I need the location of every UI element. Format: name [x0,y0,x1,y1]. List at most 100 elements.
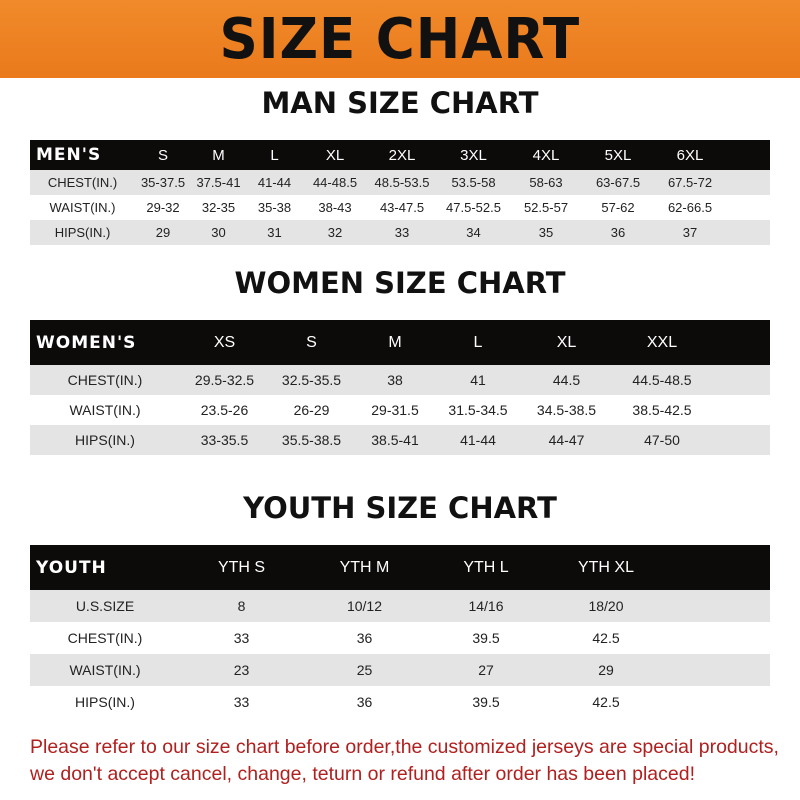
table-cell: 43-47.5 [379,200,425,215]
table-cell: 62-66.5 [667,200,713,215]
row-label: CHEST(IN.) [67,630,143,646]
table-cell: 31.5-34.5 [448,402,508,418]
table-cell: 67.5-72 [667,175,713,190]
youth-heading: YOUTH SIZE CHART [243,491,557,525]
row-label: WAIST(IN.) [49,200,116,215]
row-label: HIPS(IN.) [75,694,135,710]
table-row: WAIST(IN.) 23 25 27 29 [30,654,770,686]
table-cell: 39.5 [472,630,500,646]
table-header-row: WOMEN'S XS S M L XL XXL [30,320,770,365]
table-header-row: MEN'S S M L XL 2XL 3XL 4XL 5XL 6XL [30,140,770,170]
table-row: CHEST(IN.) 33 36 39.5 42.5 [30,622,770,654]
table-cell: 29 [155,225,171,240]
table-cell: 37.5-41 [196,175,241,190]
table-row: HIPS(IN.) 33 36 39.5 42.5 [30,686,770,718]
row-label: HIPS(IN.) [75,432,135,448]
table-row: WAIST(IN.) 29-32 32-35 35-38 38-43 43-47.5 47.… [30,195,770,220]
table-cell: 8 [237,598,246,614]
table-cell: 14/16 [468,598,504,614]
size-header: 4XL [532,146,560,164]
table-cell: 31 [267,225,282,240]
table-cell: 33 [394,225,410,240]
table-header-row: YOUTH YTH S YTH M YTH L YTH XL [30,545,770,590]
table-cell: 34.5-38.5 [536,402,597,418]
table-cell: 48.5-53.5 [374,175,430,190]
table-cell: 18/20 [588,598,624,614]
table-cell: 26-29 [293,402,330,418]
table-cell: 41 [470,372,486,388]
size-header: XS [213,333,236,351]
table-row: CHEST(IN.) 35-37.5 37.5-41 41-44 44-48.5 48.5… [30,170,770,195]
size-header: 5XL [604,146,632,164]
size-header: YTH L [463,558,509,576]
size-header: 3XL [460,146,487,164]
table-cell: 33-35.5 [200,432,249,448]
table-cell: 38.5-41 [371,432,419,448]
table-cell: 44.5 [552,372,581,388]
size-header: S [157,146,168,164]
table-corner-label: WOMEN'S [36,332,137,353]
order-notice: Please refer to our size chart before or… [30,736,779,785]
size-header: XL [556,333,577,351]
table-row: HIPS(IN.) 33-35.5 35.5-38.5 38.5-41 41-44 44-… [30,425,770,455]
size-header: M [388,333,402,351]
size-header: YTH S [217,558,266,576]
size-header: L [473,333,483,351]
table-cell: 36 [356,694,373,710]
table-cell: 35-38 [257,200,292,215]
table-cell: 37 [682,225,698,240]
table-cell: 10/12 [346,598,383,614]
size-header: 2XL [388,146,416,164]
row-label: U.S.SIZE [75,598,135,614]
table-cell: 41-44 [257,175,292,190]
table-cell: 35-37.5 [140,175,186,190]
table-cell: 36 [356,630,373,646]
table-cell: 35 [538,225,554,240]
table-cell: 33 [233,630,250,646]
women-heading: WOMEN SIZE CHART [234,266,566,300]
table-cell: 33 [233,694,250,710]
table-row: WAIST(IN.) 23.5-26 26-29 29-31.5 31.5-34.5 34… [30,395,770,425]
table-cell: 63-67.5 [595,175,641,190]
women-size-table: WOMEN'S XS S M L XL XXL CHEST(IN.) 29.5-32.5 32.5… [30,320,770,455]
table-cell: 42.5 [592,630,620,646]
table-cell: 36 [610,225,626,240]
table-cell: 23 [233,662,250,678]
size-header: XXL [646,333,678,351]
table-cell: 25 [356,662,373,678]
table-cell: 41-44 [460,432,496,448]
table-cell: 44-47 [548,432,585,448]
table-cell: 32 [327,225,343,240]
men-heading: MAN SIZE CHART [261,86,539,120]
page-title: SIZE CHART [219,6,581,72]
table-cell: 32-35 [201,200,236,215]
table-cell: 47-50 [644,432,680,448]
table-row: U.S.SIZE 8 10/12 14/16 18/20 [30,590,770,622]
table-row: CHEST(IN.) 29.5-32.5 32.5-35.5 38 41 44.5 44.5… [30,365,770,395]
size-header: M [212,146,225,164]
row-label: CHEST(IN.) [67,372,143,388]
table-cell: 23.5-26 [200,402,249,418]
table-corner-label: YOUTH [36,557,107,578]
table-cell: 34 [466,225,481,240]
table-cell: 44.5-48.5 [632,372,692,388]
youth-size-table: YOUTH YTH S YTH M YTH L YTH XL U.S.SIZE 8 10/12… [30,545,770,718]
table-cell: 29 [598,662,614,678]
table-cell: 29-32 [146,200,180,215]
table-cell: 38-43 [318,200,352,215]
table-cell: 27 [478,662,494,678]
table-cell: 47.5-52.5 [446,200,501,215]
row-label: WAIST(IN.) [69,402,141,418]
row-label: CHEST(IN.) [47,175,118,190]
table-cell: 38.5-42.5 [632,402,692,418]
row-label: HIPS(IN.) [54,225,111,240]
size-header: XL [325,146,345,164]
table-cell: 53.5-58 [451,175,496,190]
table-cell: 39.5 [472,694,500,710]
row-label: WAIST(IN.) [69,662,141,678]
men-size-table: MEN'S S M L XL 2XL 3XL 4XL 5XL 6XL CHEST(IN.) 35-37… [30,140,770,245]
size-header: S [306,333,317,351]
table-cell: 29.5-32.5 [194,372,255,388]
size-header: YTH XL [577,558,634,576]
size-header: YTH M [339,558,390,576]
